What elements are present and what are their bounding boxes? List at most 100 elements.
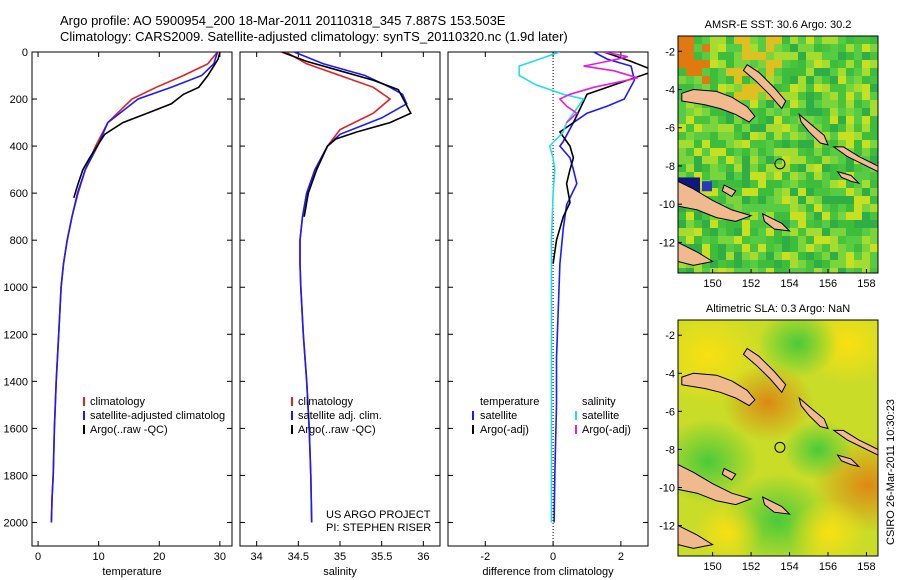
- amsre-sst-field-cell: [710, 180, 718, 188]
- amsre-sst-field-cell: [782, 108, 790, 116]
- amsre-sst-field-cell: [838, 60, 846, 68]
- amsre-sst-field-cell: [782, 244, 790, 252]
- amsre-sst-field-cell: [726, 76, 734, 84]
- amsre-sst-field-cell: [766, 212, 774, 220]
- amsre-sst-field-cell: [694, 156, 702, 164]
- amsre-sst-field-cell: [806, 84, 814, 92]
- amsre-sst-field-cell: [862, 84, 870, 92]
- amsre-sst-field-cell: [734, 44, 742, 52]
- amsre-sst-field-cell: [862, 124, 870, 132]
- amsre-sst-field-cell: [758, 116, 766, 124]
- amsre-sst-field-cell: [774, 148, 782, 156]
- altimetric-sla-landmass: [678, 464, 753, 506]
- temperature-ytick-label: 1400: [4, 376, 28, 388]
- amsre-sst-field-cell: [758, 140, 766, 148]
- amsre-sst-field-cell: [854, 196, 862, 204]
- amsre-sst-field-cell: [798, 156, 806, 164]
- amsre-sst-field-cell: [742, 76, 750, 84]
- amsre-sst-field-cell: [814, 260, 822, 268]
- altimetric-sla-landmass: [678, 524, 714, 549]
- amsre-sst-field-cell: [862, 180, 870, 188]
- amsre-sst-field-cell: [710, 156, 718, 164]
- amsre-sst-field-cell: [854, 124, 862, 132]
- difference-xtick-label: 0: [550, 551, 556, 563]
- amsre-sst-field-cell: [790, 44, 798, 52]
- amsre-sst-field-cell: [782, 212, 790, 220]
- amsre-sst-field-cell: [854, 68, 862, 76]
- salinity-xtick-label: 35: [334, 551, 346, 563]
- amsre-sst-field-cell: [678, 132, 686, 140]
- amsre-sst-field-cell: [766, 148, 774, 156]
- amsre-sst-xtick-label: 158: [857, 278, 875, 290]
- amsre-sst-field-cell: [758, 260, 766, 268]
- amsre-sst-field-cell: [862, 76, 870, 84]
- amsre-sst-field-cell: [798, 84, 806, 92]
- amsre-sst-field-cell: [742, 268, 750, 273]
- amsre-sst-field-cell: [846, 108, 854, 116]
- salinity-line-satellite-adj-clim-: [293, 52, 408, 523]
- temperature-ytick-label: 400: [10, 141, 28, 153]
- amsre-sst-field-cell: [678, 84, 686, 92]
- amsre-sst-field-cell: [710, 52, 718, 60]
- amsre-sst-field-cell: [678, 268, 686, 273]
- amsre-sst-field-cell: [758, 244, 766, 252]
- amsre-sst-field-cell: [830, 188, 838, 196]
- amsre-sst-field-cell: [830, 180, 838, 188]
- amsre-sst-field-cell: [726, 52, 734, 60]
- amsre-sst-field-cell: [742, 156, 750, 164]
- amsre-sst-field-cell: [846, 124, 854, 132]
- amsre-sst-field-cell: [758, 124, 766, 132]
- amsre-sst-field-cell: [846, 68, 854, 76]
- amsre-sst-field-cell: [838, 236, 846, 244]
- amsre-sst-field-cell: [870, 100, 878, 108]
- amsre-sst-field-cell: [854, 252, 862, 260]
- amsre-sst-field-cell: [758, 164, 766, 172]
- amsre-sst-field-cell: [734, 236, 742, 244]
- amsre-sst-field-cell: [822, 188, 830, 196]
- amsre-sst-field-cell: [710, 76, 718, 84]
- amsre-sst-field-cell: [726, 164, 734, 172]
- amsre-sst-field-cell: [718, 268, 726, 273]
- amsre-sst-field-cell: [766, 172, 774, 180]
- amsre-sst-field-cell: [678, 164, 686, 172]
- amsre-sst-field-cell: [838, 92, 846, 100]
- temperature-ytick-label: 2000: [4, 517, 28, 529]
- amsre-sst-field-cell: [798, 100, 806, 108]
- amsre-sst-field-cell: [846, 252, 854, 260]
- amsre-sst-field-cell: [742, 220, 750, 228]
- amsre-sst-field-cell: [774, 156, 782, 164]
- amsre-sst-field-cell: [806, 188, 814, 196]
- amsre-sst-field-cell: [734, 52, 742, 60]
- amsre-sst-field-cell: [686, 172, 694, 180]
- amsre-sst-field-cell: [710, 244, 718, 252]
- amsre-sst-field-cell: [774, 228, 782, 236]
- amsre-sst-field-cell: [838, 252, 846, 260]
- amsre-sst-field-cell: [774, 44, 782, 52]
- amsre-sst-field-cell: [750, 60, 758, 68]
- amsre-sst-field-cell: [782, 172, 790, 180]
- amsre-sst-field-cell: [758, 84, 766, 92]
- amsre-sst-field-cell: [750, 116, 758, 124]
- amsre-sst-field-cell: [750, 164, 758, 172]
- amsre-sst-field-cell: [766, 236, 774, 244]
- amsre-sst-field-cell: [686, 76, 694, 84]
- salinity-legend-label: Argo(..raw -QC): [298, 424, 376, 436]
- amsre-sst-field-cell: [734, 68, 742, 76]
- amsre-sst-field-cell: [702, 108, 710, 116]
- amsre-sst-field-cell: [742, 196, 750, 204]
- amsre-sst-field-cell: [782, 140, 790, 148]
- altimetric-sla-landmass: [742, 347, 787, 394]
- temperature-xtick-label: 30: [214, 551, 226, 563]
- amsre-sst-field-cell: [766, 116, 774, 124]
- amsre-sst-field-cell: [854, 204, 862, 212]
- amsre-sst-field-cell: [806, 156, 814, 164]
- amsre-sst-field-cell: [822, 268, 830, 273]
- amsre-sst-field-cell: [702, 124, 710, 132]
- credit-label: CSIRO 26-Mar-2011 10:30:23: [885, 399, 897, 545]
- amsre-sst-field-cell: [742, 244, 750, 252]
- altimetric-sla-ytick-label: -4: [665, 368, 675, 380]
- amsre-sst-field-cell: [790, 60, 798, 68]
- amsre-sst-field-cell: [726, 68, 734, 76]
- amsre-sst-field-cell: [766, 76, 774, 84]
- amsre-sst-field-cell: [766, 156, 774, 164]
